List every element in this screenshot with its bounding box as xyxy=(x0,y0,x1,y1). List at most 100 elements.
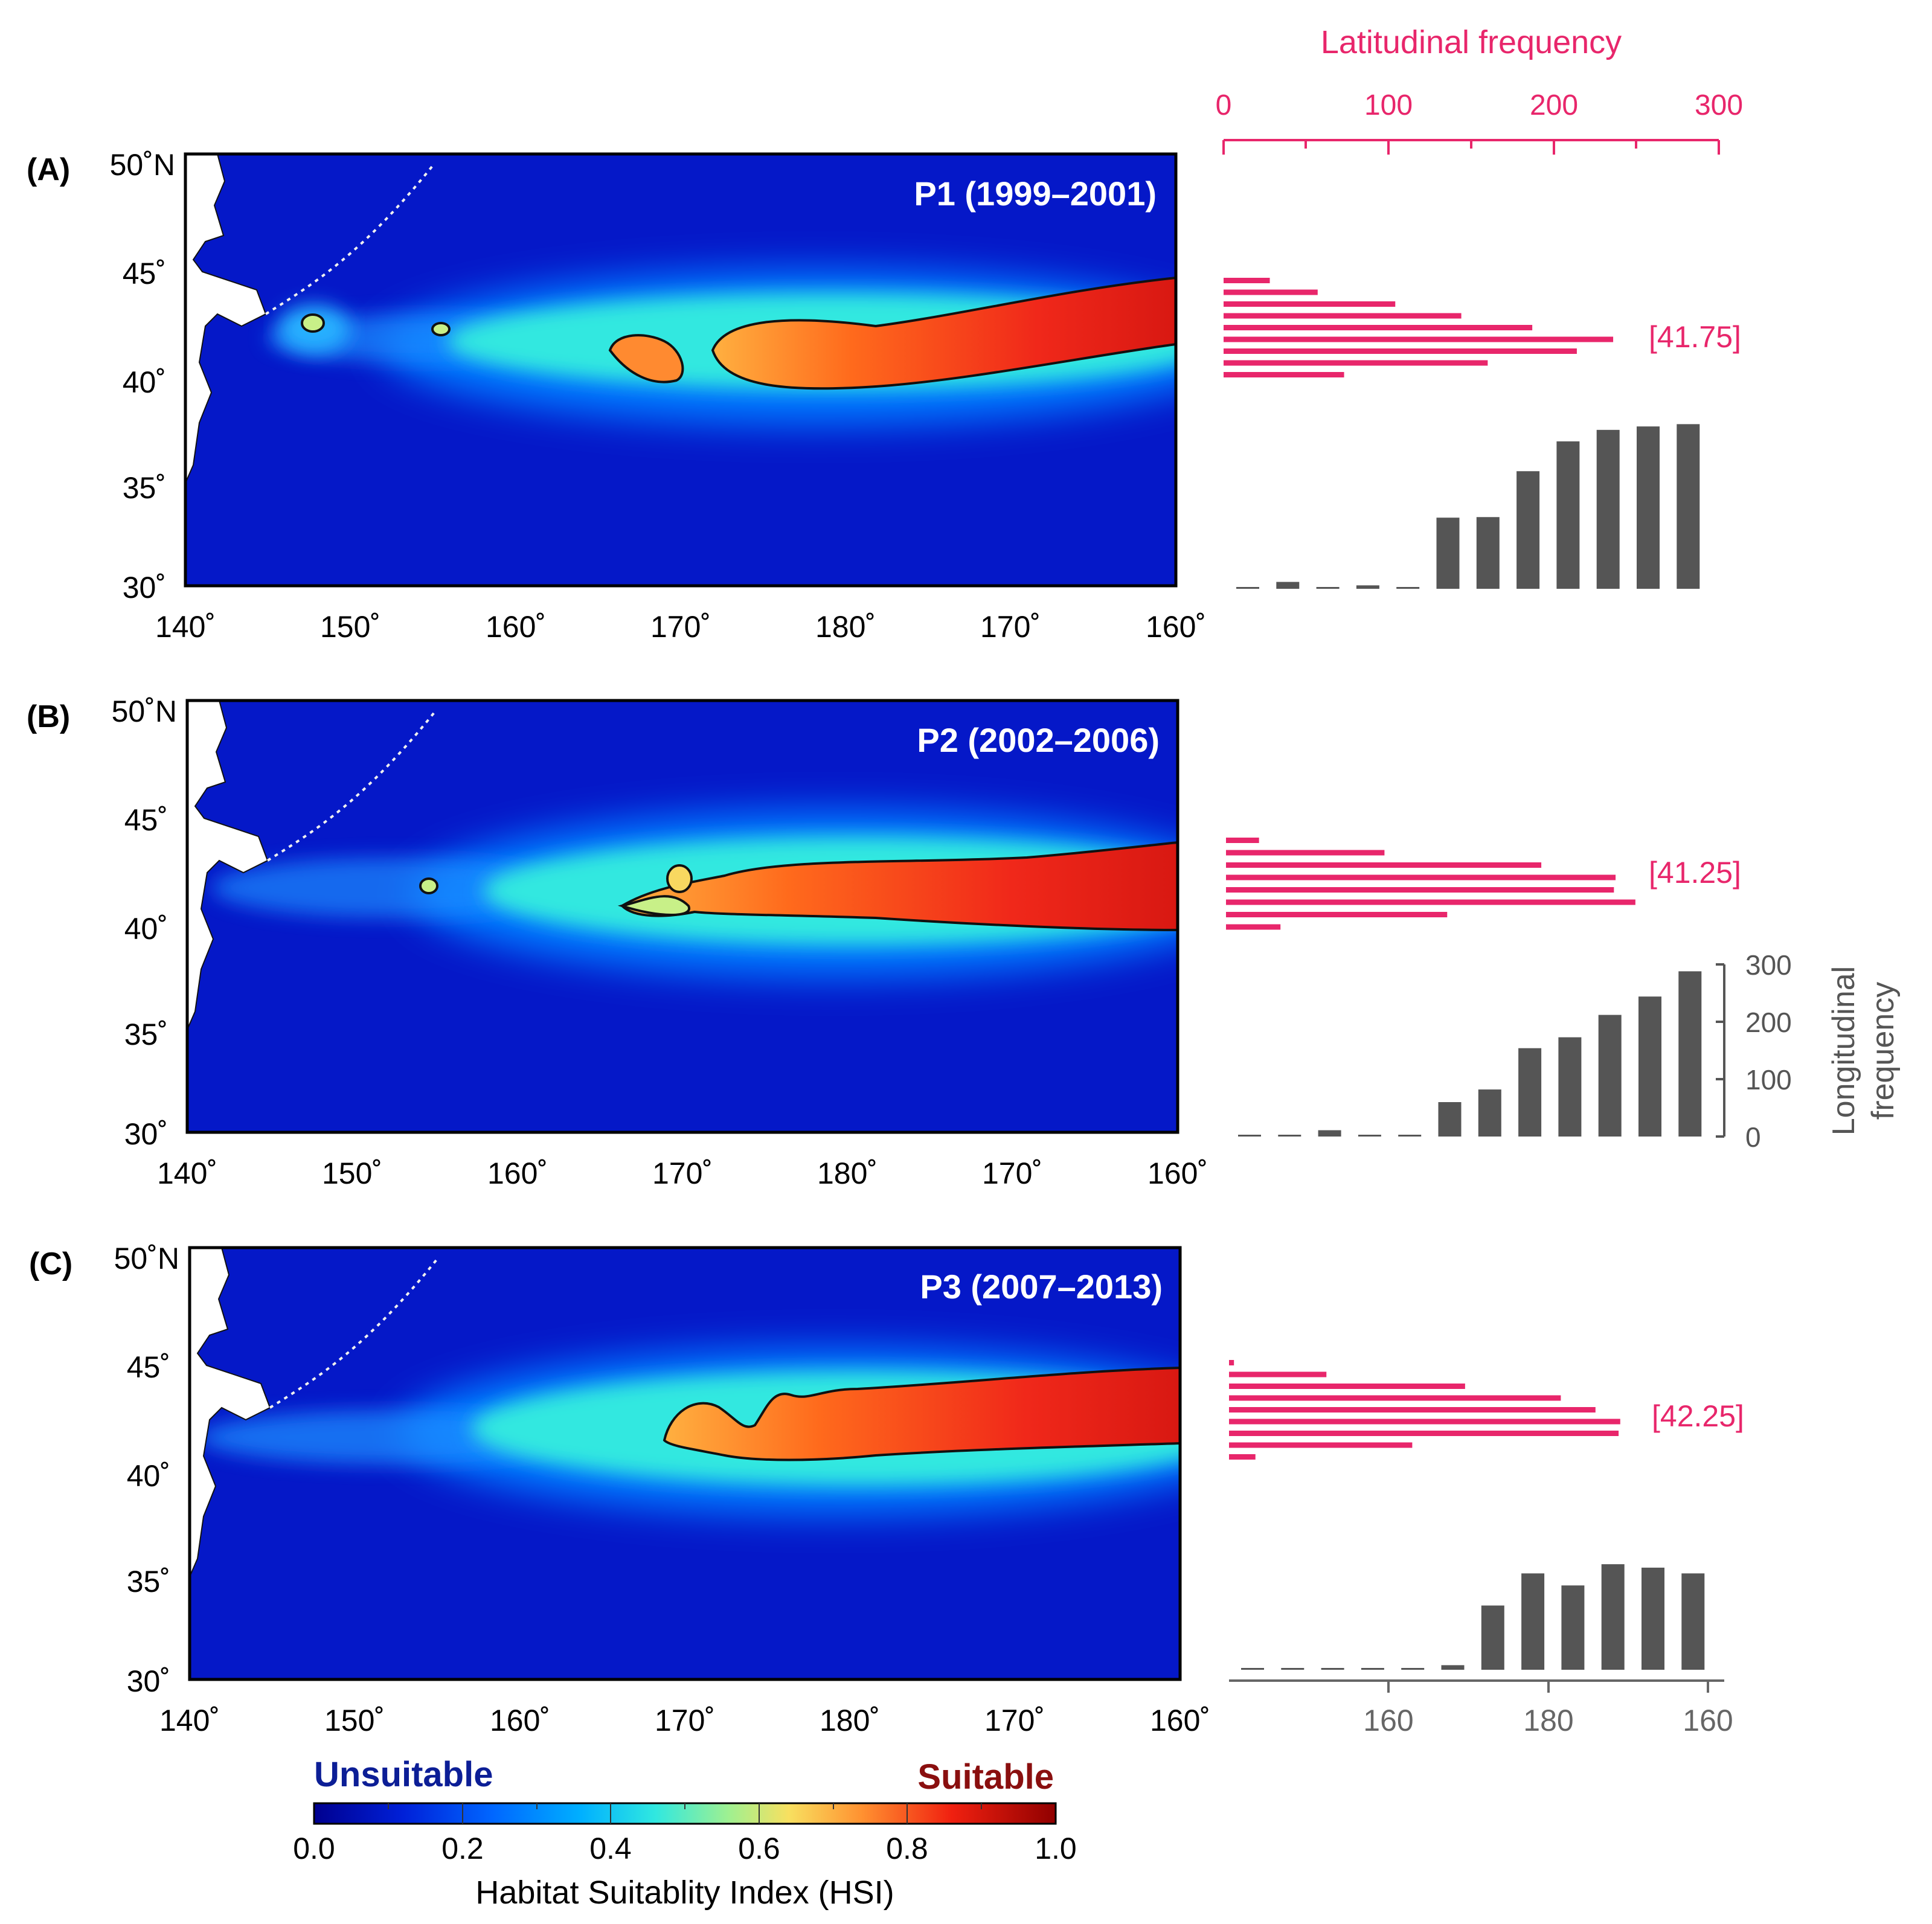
panel-b-lon-ticks: 140˚ 150˚ 160˚ 170˚ 180˚ 170˚ 160˚ xyxy=(157,1156,1208,1190)
panel-c-lat-bar-7 xyxy=(1229,1442,1413,1448)
lon-tick-300: 300 xyxy=(1745,949,1792,981)
panel-b-lon-bar-8 xyxy=(1558,1037,1582,1137)
lat-tick-300: 300 xyxy=(1695,89,1743,121)
panel-a-lat-45: 45˚ xyxy=(123,257,166,290)
panel-b-lon-150: 150˚ xyxy=(322,1156,382,1190)
panel-c: (C) P3 (2007–2013) 50˚N 45˚ 40˚ 35˚ 30˚ … xyxy=(29,1242,1744,1737)
panel-c-lat-ticks: 50˚N 45˚ 40˚ 35˚ 30˚ xyxy=(114,1242,179,1698)
panel-c-peak-label: [42.25] xyxy=(1652,1399,1744,1433)
lon-frequency-title-1: Longitudinal xyxy=(1826,966,1861,1135)
lon-frequency-title-2: frequency xyxy=(1866,982,1901,1120)
panel-a-lon-bar-3 xyxy=(1356,585,1379,589)
colorbar-tick-0-2: 0.2 xyxy=(441,1832,484,1865)
colorbar: Unsuitable Suitable 0.0 0.2 0.4 0.6 0.8 … xyxy=(293,1755,1077,1911)
panel-b-lon-170w: 170˚ xyxy=(982,1156,1042,1190)
panel-b-lon-bar-6 xyxy=(1478,1089,1501,1137)
panel-c-lon-160: 160˚ xyxy=(490,1704,550,1737)
panel-a: (A) P1 (1999–2001) 50˚N 45˚ 40˚ 35˚ 30˚ … xyxy=(27,148,1741,644)
panel-c-lat-bar-1 xyxy=(1229,1371,1327,1377)
panel-b-lat-35: 35˚ xyxy=(124,1018,168,1051)
panel-a-lat-bar-0 xyxy=(1224,278,1270,283)
panel-a-lon-bar-0 xyxy=(1236,587,1259,589)
panel-a-lat-bar-3 xyxy=(1224,313,1462,319)
panel-b-lon-bar-10 xyxy=(1638,996,1661,1137)
colorbar-tick-0: 0.0 xyxy=(293,1832,335,1865)
lon-tick-100: 100 xyxy=(1745,1064,1792,1095)
panel-a-lon-170w: 170˚ xyxy=(980,610,1041,644)
panel-c-lat-40: 40˚ xyxy=(127,1459,170,1493)
colorbar-suitable-label: Suitable xyxy=(917,1757,1054,1797)
panel-b-lat-bar-7 xyxy=(1226,924,1281,930)
panel-a-lon-bars xyxy=(1236,424,1700,589)
panel-b-lon-bar-11 xyxy=(1678,971,1702,1137)
panel-c-lon-160w: 160˚ xyxy=(1150,1704,1210,1737)
panel-b-lat-bar-4 xyxy=(1226,887,1614,893)
panel-b-lat-bar-5 xyxy=(1226,899,1635,905)
panel-a-lon-150: 150˚ xyxy=(320,610,380,644)
panel-a-lon-bar-8 xyxy=(1556,441,1580,589)
lat-frequency-title: Latitudinal frequency xyxy=(1321,24,1622,60)
panel-c-lon-bar-7 xyxy=(1521,1573,1545,1670)
panel-a-lat-bar-7 xyxy=(1224,360,1488,366)
panel-c-lon-bar-5 xyxy=(1441,1665,1465,1670)
panel-a-lat-30: 30˚ xyxy=(123,571,166,604)
panel-a-lon-bar-4 xyxy=(1396,587,1420,589)
panel-b-lat-bar-3 xyxy=(1226,874,1616,880)
panel-c-lat-bar-6 xyxy=(1229,1431,1619,1436)
panel-b-lon-bars xyxy=(1238,971,1702,1137)
panel-a-lon-bar-5 xyxy=(1436,518,1460,589)
panel-b-lon-bar-1 xyxy=(1278,1135,1301,1137)
panel-a-lon-bar-9 xyxy=(1596,429,1620,589)
panel-b-lon-140: 140˚ xyxy=(157,1156,217,1190)
panel-c-lon-170: 170˚ xyxy=(655,1704,715,1737)
panel-c-lon-150: 150˚ xyxy=(324,1704,385,1737)
lon-tick-200: 200 xyxy=(1745,1007,1792,1038)
panel-a-lat-bars xyxy=(1224,278,1614,377)
panel-a-lon-bar-2 xyxy=(1316,587,1340,589)
panel-a-lat-40: 40˚ xyxy=(123,365,166,399)
panel-a-peak-label: [41.75] xyxy=(1649,320,1741,354)
panel-a-lat-bar-4 xyxy=(1224,325,1533,330)
panel-b-lon-bar-7 xyxy=(1518,1048,1542,1137)
panel-a-map xyxy=(185,154,1176,586)
panel-b-lon-bar-3 xyxy=(1358,1135,1381,1137)
panel-c-lon-bar-3 xyxy=(1361,1668,1384,1670)
panel-a-lon-bar-10 xyxy=(1637,426,1660,589)
panel-c-title: P3 (2007–2013) xyxy=(920,1268,1163,1306)
panel-a-lon-ticks: 140˚ 150˚ 160˚ 170˚ 180˚ 170˚ 160˚ xyxy=(155,610,1206,644)
panel-c-lon-bar-10 xyxy=(1642,1567,1664,1670)
panel-c-lat-bar-5 xyxy=(1229,1419,1620,1425)
panel-b-lon-160: 160˚ xyxy=(487,1156,548,1190)
panel-c-lon-bar-2 xyxy=(1321,1668,1344,1670)
panel-c-lon-bar-11 xyxy=(1681,1573,1705,1670)
panel-a-lon-160: 160˚ xyxy=(486,610,546,644)
colorbar-title: Habitat Suitablity Index (HSI) xyxy=(475,1874,894,1911)
panel-b-lat-40: 40˚ xyxy=(124,912,168,946)
panel-a-lat-bar-8 xyxy=(1224,372,1344,377)
panel-b-lat-bar-1 xyxy=(1226,850,1385,856)
panel-a-lon-140: 140˚ xyxy=(155,610,216,644)
panel-b-lon-bar-9 xyxy=(1598,1015,1622,1137)
lat-tick-100: 100 xyxy=(1364,89,1413,121)
panel-b-lat-bar-2 xyxy=(1226,862,1542,868)
panel-b-lat-30: 30˚ xyxy=(124,1117,168,1151)
colorbar-unsuitable-label: Unsuitable xyxy=(314,1755,493,1794)
panel-c-lat-35: 35˚ xyxy=(127,1565,170,1599)
panel-c-lat-bar-2 xyxy=(1229,1384,1465,1389)
panel-c-lon-bar-1 xyxy=(1281,1668,1305,1670)
panel-b: (B) P2 (2002–2006) 50˚N 45˚ 40˚ 35˚ 30˚ … xyxy=(27,694,1901,1190)
lon-bottom-axis: 160 180 160 xyxy=(1229,1679,1733,1737)
panel-b-lat-ticks: 50˚N 45˚ 40˚ 35˚ 30˚ xyxy=(112,694,177,1151)
panel-c-lat-45: 45˚ xyxy=(127,1350,170,1384)
lon-bottom-tick-180: 180 xyxy=(1523,1704,1573,1737)
colorbar-tick-0-4: 0.4 xyxy=(589,1832,632,1865)
panel-b-lon-160w: 160˚ xyxy=(1147,1156,1208,1190)
lon-tick-0: 0 xyxy=(1745,1121,1761,1153)
panel-b-lon-bar-0 xyxy=(1238,1135,1261,1137)
colorbar-tick-0-6: 0.6 xyxy=(738,1832,780,1865)
panel-b-lat-50: 50˚N xyxy=(112,694,177,728)
panel-a-lon-bar-6 xyxy=(1476,517,1500,589)
lon-bottom-tick-160w: 160 xyxy=(1683,1704,1733,1737)
panel-b-lat-bar-6 xyxy=(1226,912,1448,917)
lat-tick-200: 200 xyxy=(1530,89,1578,121)
